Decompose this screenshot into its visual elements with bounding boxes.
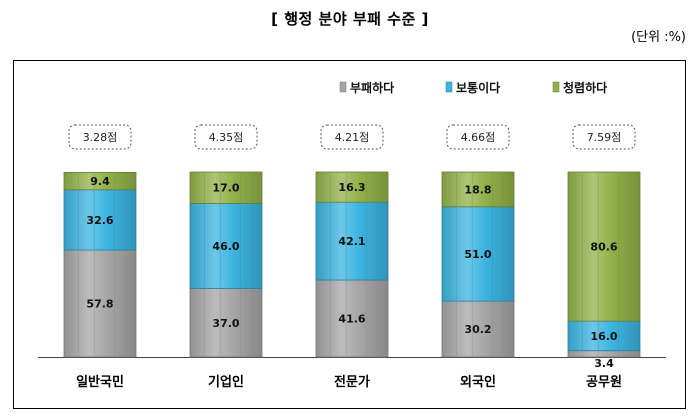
data-label: 3.4 xyxy=(594,357,614,370)
score-box xyxy=(572,124,636,150)
category-label: 공무원 xyxy=(586,375,622,390)
data-label: 80.6 xyxy=(590,241,617,254)
data-label: 32.6 xyxy=(86,214,113,227)
bar-segment xyxy=(567,320,641,352)
score-label: 3.28점 xyxy=(83,131,118,144)
data-label: 46.0 xyxy=(212,240,239,253)
data-label: 41.6 xyxy=(338,313,365,326)
score-box xyxy=(320,124,384,150)
legend-swatch xyxy=(445,81,453,93)
bar-segment xyxy=(189,171,263,204)
bar-segment xyxy=(63,171,137,191)
legend-label: 부패하다 xyxy=(350,80,394,95)
data-label: 18.8 xyxy=(464,183,491,196)
chart-frame xyxy=(13,60,686,409)
score-label: 7.59점 xyxy=(587,131,622,144)
data-label: 17.0 xyxy=(212,182,239,195)
unit-label: (단위 :%) xyxy=(631,30,686,45)
category-label: 기업인 xyxy=(208,374,244,390)
score-box xyxy=(68,124,132,150)
bar-segment xyxy=(567,171,641,322)
data-label: 51.0 xyxy=(464,248,491,261)
bar-segment xyxy=(315,171,389,203)
bar-segment xyxy=(441,206,515,302)
legend-swatch xyxy=(552,81,560,93)
data-label: 16.0 xyxy=(590,330,617,343)
chart-title: [ 행정 분야 부패 수준 ] xyxy=(271,10,429,28)
category-label: 일반국민 xyxy=(76,374,124,390)
category-label: 전문가 xyxy=(334,374,370,390)
data-label: 9.4 xyxy=(90,175,110,188)
data-label: 30.2 xyxy=(464,323,491,336)
score-label: 4.35점 xyxy=(209,131,244,144)
bar-segment xyxy=(189,203,263,289)
score-box xyxy=(446,124,510,150)
bar-segment xyxy=(315,279,389,358)
data-label: 37.0 xyxy=(212,317,239,330)
legend-label: 보통이다 xyxy=(456,80,500,95)
data-label: 16.3 xyxy=(338,181,365,194)
category-label: 외국인 xyxy=(460,374,496,390)
bar-segment xyxy=(63,189,137,251)
bar-segment xyxy=(63,249,137,358)
score-box xyxy=(194,124,258,150)
score-label: 4.21점 xyxy=(335,131,370,144)
data-label: 57.8 xyxy=(86,298,113,311)
data-label: 42.1 xyxy=(338,235,365,248)
score-label: 4.66점 xyxy=(461,131,496,144)
bar-segment xyxy=(441,300,515,358)
legend-label: 청렴하다 xyxy=(563,80,607,95)
bar-segment xyxy=(441,171,515,208)
bar-segment xyxy=(315,201,389,281)
bar-segment xyxy=(189,288,263,358)
legend-swatch xyxy=(339,81,347,93)
